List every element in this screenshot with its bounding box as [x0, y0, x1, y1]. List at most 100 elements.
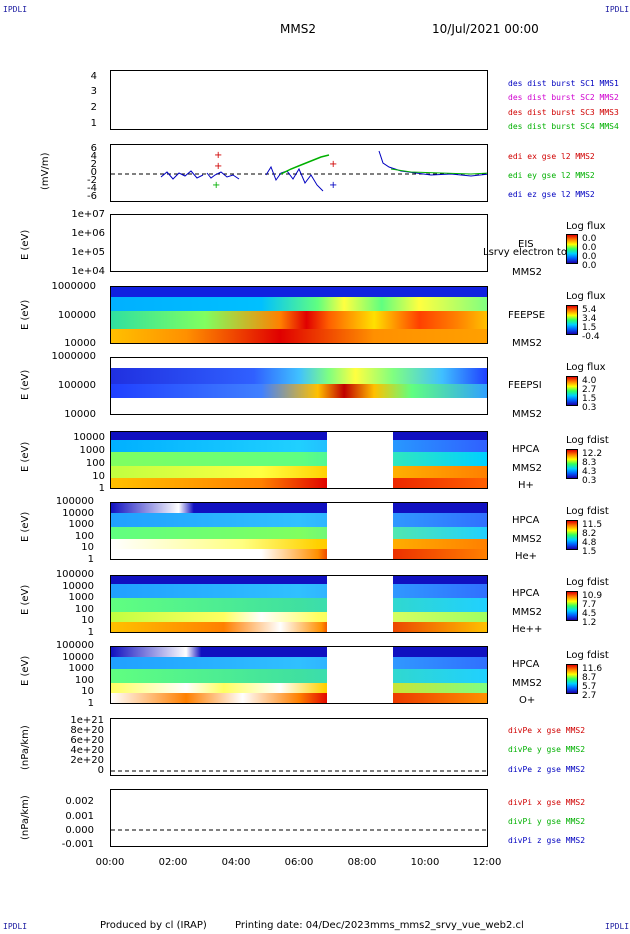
y-tick: 1000	[68, 519, 94, 530]
colorbar	[566, 664, 578, 694]
y-tick: 2e+20	[70, 755, 104, 766]
y-tick: 100000	[57, 310, 96, 321]
spacecraft-label: MMS2	[512, 678, 542, 689]
colorbar-value: 0.0	[582, 243, 597, 253]
x-tick: 08:00	[347, 857, 377, 868]
y-tick: 1000000	[51, 351, 96, 362]
panel-eis	[110, 214, 488, 272]
panel-divpi	[110, 789, 488, 847]
y-axis-label: E (eV)	[20, 511, 31, 542]
colorbar-title: Log fdist	[566, 435, 609, 446]
date-title: 10/Jul/2021 00:00	[432, 22, 539, 36]
y-tick: -4	[87, 183, 97, 194]
y-tick: 100000	[55, 569, 94, 580]
y-tick: 100	[85, 458, 105, 469]
panel-edi: + + + + +	[110, 144, 488, 202]
spacecraft-label: MMS2	[512, 534, 542, 545]
legend-entry: divPe x gse MMS2	[508, 726, 586, 735]
colorbar-value: 11.6	[582, 664, 603, 674]
y-tick: 10	[81, 615, 94, 626]
y-tick: 1e+04	[71, 266, 105, 277]
y-tick: 100000	[55, 496, 94, 507]
x-tick: 00:00	[95, 857, 125, 868]
x-tick: 04:00	[221, 857, 251, 868]
colorbar-value: 1.5	[582, 394, 597, 404]
colorbar-value: 0.0	[582, 261, 597, 271]
legend-entry: divPi x gse MMS2	[508, 798, 586, 807]
legend-entry: des dist burst SC2 MMS2	[508, 93, 619, 102]
colorbar-value: 3.4	[582, 314, 597, 324]
colorbar	[566, 376, 578, 406]
y-tick: 1e+21	[70, 715, 104, 726]
y-tick: 100	[74, 531, 94, 542]
svg-text:+: +	[212, 180, 220, 191]
colorbar-value: 1.5	[582, 323, 597, 333]
x-tick: 10:00	[410, 857, 440, 868]
svg-text:+: +	[329, 180, 337, 191]
y-axis-label: E (eV)	[20, 369, 31, 400]
y-tick: 0	[90, 167, 97, 178]
corner-label-br: IPDLI	[605, 922, 630, 931]
colorbar-value: 2.7	[582, 691, 597, 701]
colorbar-value: 0.3	[582, 403, 597, 413]
y-tick: 0.002	[65, 796, 94, 807]
y-tick: 1	[98, 483, 105, 494]
colorbar-value: 4.8	[582, 538, 597, 548]
panel-divpe	[110, 718, 488, 776]
y-tick: 0.001	[65, 811, 94, 822]
y-tick: 1000	[79, 445, 105, 456]
colorbar-value: 4.0	[582, 376, 597, 386]
legend-entry: edi ey gse l2 MMS2	[508, 171, 595, 180]
y-tick: 1000	[68, 592, 94, 603]
y-tick: 4	[90, 71, 97, 82]
colorbar	[566, 305, 578, 335]
y-tick: 10	[92, 471, 105, 482]
y-tick: 0.000	[65, 825, 94, 836]
colorbar-value: 5.4	[582, 305, 597, 315]
corner-label-tr: IPDLI	[605, 5, 630, 14]
svg-text:+: +	[214, 161, 222, 172]
svg-text:+: +	[329, 159, 337, 170]
colorbar-value: 12.2	[582, 449, 603, 459]
y-tick: 1	[87, 554, 94, 565]
y-tick: 2	[90, 159, 97, 170]
spacecraft-label: MMS2	[512, 267, 542, 278]
species-label: He+	[515, 551, 538, 562]
y-tick: 10000	[62, 652, 94, 663]
colorbar	[566, 449, 578, 479]
species-label: H+	[518, 480, 534, 491]
instrument-label: HPCA	[512, 444, 540, 455]
mission-title: MMS2	[280, 22, 316, 36]
y-tick: 8e+20	[70, 725, 104, 736]
y-tick: 10	[81, 686, 94, 697]
panel-feeps-electron	[110, 286, 488, 344]
y-tick: 100	[74, 675, 94, 686]
y-tick: 10000	[62, 581, 94, 592]
y-tick: 10000	[64, 338, 96, 349]
colorbar-value: 0.0	[582, 252, 597, 262]
zero-line	[111, 829, 487, 831]
y-tick: 1	[87, 698, 94, 709]
colorbar-value: 1.2	[582, 618, 597, 628]
footer-printing-date: Printing date: 04/Dec/2023	[235, 920, 371, 931]
colorbar-title: Log fdist	[566, 506, 609, 517]
colorbar-value: 0.0	[582, 234, 597, 244]
overlap-label: Lsrvy electron to	[483, 247, 567, 258]
species-label: O+	[519, 695, 536, 706]
legend-entry: divPe z gse MMS2	[508, 765, 586, 774]
colorbar-value: 8.2	[582, 529, 597, 539]
legend-entry: divPi z gse MMS2	[508, 836, 586, 845]
y-axis-label: E (eV)	[20, 584, 31, 615]
y-tick: 100000	[55, 640, 94, 651]
y-tick: 4e+20	[70, 745, 104, 756]
y-tick: -2	[87, 175, 97, 186]
colorbar-value: 5.7	[582, 682, 597, 692]
y-tick: 0	[97, 765, 104, 776]
y-tick: 3	[90, 86, 97, 97]
colorbar	[566, 234, 578, 264]
colorbar-title: Log flux	[566, 291, 606, 302]
colorbar-title: Log flux	[566, 221, 606, 232]
colorbar-value: 4.5	[582, 609, 597, 619]
y-tick: 10000	[73, 432, 105, 443]
y-tick: 6e+20	[70, 735, 104, 746]
